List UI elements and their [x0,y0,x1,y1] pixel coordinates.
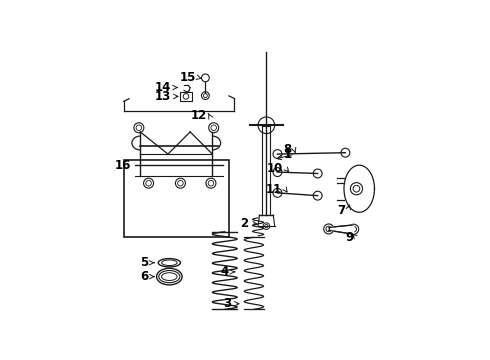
Text: 8: 8 [283,143,292,156]
Text: 4: 4 [220,265,229,278]
Text: 6: 6 [140,270,148,283]
Text: 7: 7 [337,203,345,217]
Text: 5: 5 [140,256,148,269]
Text: 12: 12 [191,109,207,122]
Polygon shape [329,225,354,234]
Text: 11: 11 [266,183,282,195]
Text: 14: 14 [154,81,171,94]
Text: 13: 13 [154,90,171,103]
Bar [123,159,229,237]
Text: 16: 16 [115,159,131,172]
Text: 3: 3 [223,297,232,310]
Text: 9: 9 [345,231,354,244]
Text: 2: 2 [240,217,248,230]
Text: 1: 1 [284,148,292,161]
Text: 10: 10 [267,162,283,175]
Text: 15: 15 [180,71,196,84]
